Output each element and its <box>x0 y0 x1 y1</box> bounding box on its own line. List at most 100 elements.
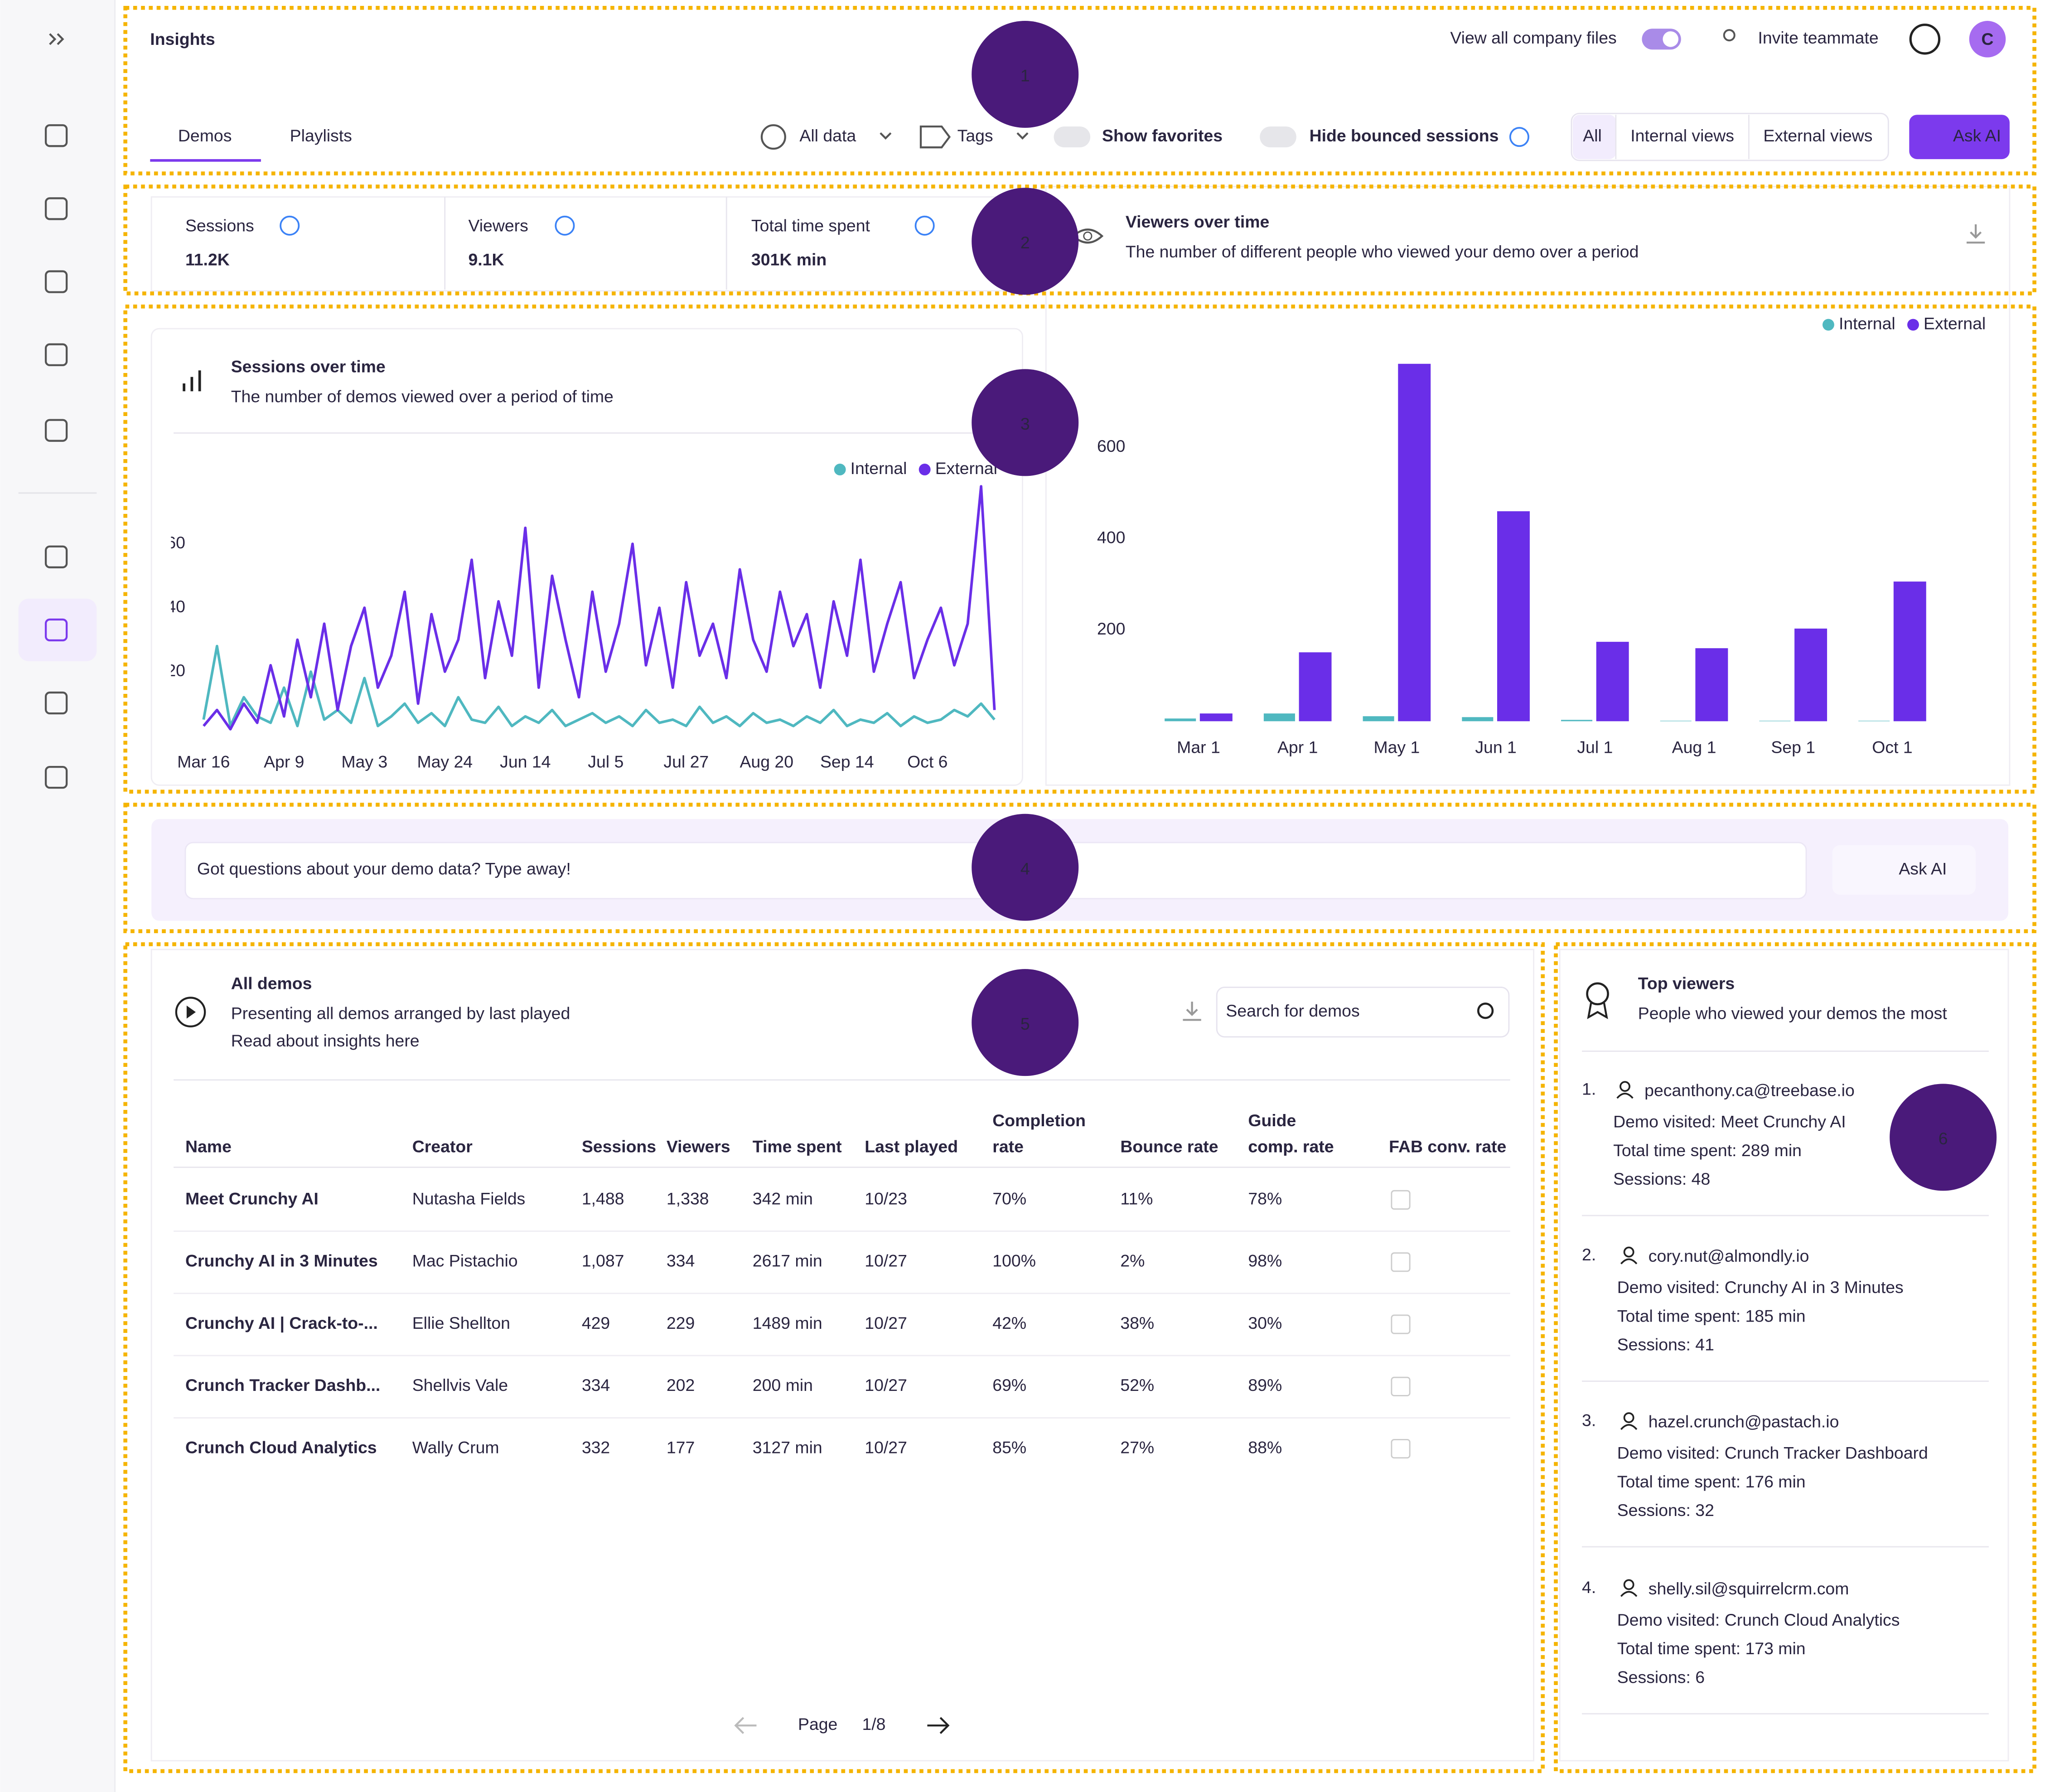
bounced-toggle[interactable]: Hide bounced sessions <box>1310 126 1499 145</box>
viewer-email[interactable]: cory.nut@almondly.io <box>1649 1246 1809 1265</box>
column-header: Bounce rate <box>1120 1137 1218 1156</box>
rank: 4. <box>1582 1578 1596 1597</box>
annotation-badge <box>972 21 1079 128</box>
legend-label: Internal <box>1839 314 1895 333</box>
annotation-box <box>123 942 1545 1773</box>
ask-ai-button <box>1909 115 2010 160</box>
viewer-email[interactable]: hazel.crunch@pastach.io <box>1649 1412 1839 1431</box>
user-body <box>1616 1093 1634 1099</box>
x-tick-label: Jul 27 <box>663 752 709 771</box>
viewer-demo: Demo visited: Crunchy AI in 3 Minutes <box>1617 1278 1904 1297</box>
stats-card <box>150 196 1023 292</box>
x-tick-label: Sep 1 <box>1771 738 1815 757</box>
tags-filter[interactable]: Tags <box>957 126 993 145</box>
x-tick-label: Sep 14 <box>820 752 874 771</box>
column-header: Completion rate <box>992 1111 1086 1156</box>
view-segment[interactable]: All <box>1583 126 1602 145</box>
cell: 200 min <box>753 1375 813 1395</box>
cell[interactable]: Wally Crum <box>412 1438 499 1457</box>
x-tick-label: May 1 <box>1373 738 1420 757</box>
x-tick-label: Apr 9 <box>264 752 304 771</box>
ask-ai-label[interactable]: Ask AI <box>1953 126 2001 145</box>
ask-placeholder[interactable]: Got questions about your demo data? Type… <box>197 859 571 878</box>
cell: 69% <box>992 1375 1026 1395</box>
tab-underline <box>150 159 261 162</box>
viewer-demo: Demo visited: Crunch Cloud Analytics <box>1617 1610 1900 1629</box>
chevron <box>880 132 892 140</box>
user-icon <box>1623 1246 1634 1258</box>
nav-icon <box>44 419 68 442</box>
cell[interactable]: Mac Pistachio <box>412 1251 518 1270</box>
tab[interactable]: Playlists <box>290 126 352 145</box>
nav-icon <box>44 765 68 789</box>
cell: 334 <box>667 1251 695 1270</box>
bar <box>1299 652 1332 722</box>
column-header: Creator <box>412 1137 473 1156</box>
x-tick-label: Oct 6 <box>907 752 948 771</box>
legend-label: External <box>935 459 997 478</box>
annotation-badge <box>1890 1084 1997 1191</box>
demo-link[interactable]: Meet Crunchy AI <box>185 1189 319 1208</box>
cell: 1,087 <box>582 1251 624 1270</box>
toggle-knob <box>1663 31 1678 47</box>
view-segment[interactable]: Internal views <box>1630 126 1734 145</box>
viewer-sessions: Sessions: 48 <box>1613 1169 1710 1188</box>
demo-link[interactable]: Crunchy AI | Crack-to-... <box>185 1313 378 1333</box>
section-subtitle: People who viewed your demos the most <box>1638 1004 1948 1023</box>
legend-dot <box>1907 319 1919 331</box>
legend-dot <box>834 464 846 475</box>
cell[interactable]: Shellvis Vale <box>412 1375 508 1395</box>
annotation-number: 3 <box>1020 414 1030 433</box>
nav-icon <box>44 618 68 642</box>
x-tick-label: Aug 20 <box>740 752 793 771</box>
viewer-email: shelly.sil@squirrelcrm.com <box>1649 1579 1849 1598</box>
nav-icon <box>44 197 68 220</box>
viewer-email[interactable]: pecanthony.ca@treebase.io <box>1644 1081 1855 1100</box>
eye-icon <box>1072 228 1104 244</box>
annotation-badge <box>972 369 1079 476</box>
ask-button-label[interactable]: Ask AI <box>1899 859 1947 878</box>
x-tick-label: Jul 5 <box>588 752 624 771</box>
viewer-sessions: Sessions: 32 <box>1617 1501 1714 1520</box>
demo-link[interactable]: Crunch Tracker Dashb... <box>185 1375 380 1395</box>
search-input[interactable]: Search for demos <box>1226 1001 1359 1020</box>
chart-subtitle: The number of demos viewed over a period… <box>231 387 614 406</box>
viewer-demo: Demo visited: Meet Crunchy AI <box>1613 1112 1846 1131</box>
favorites-toggle[interactable]: Show favorites <box>1102 126 1223 145</box>
bar <box>1596 642 1629 722</box>
cell: 52% <box>1120 1375 1154 1395</box>
date-filter[interactable]: All data <box>799 126 856 145</box>
avatar <box>1969 21 2006 58</box>
cell: 1,488 <box>582 1189 624 1208</box>
cell: 332 <box>582 1438 610 1457</box>
annotation-box <box>123 5 2036 176</box>
cell: 98% <box>1248 1251 1282 1270</box>
view-segment[interactable]: External views <box>1763 126 1872 145</box>
page-title: Insights <box>150 29 215 48</box>
tab[interactable]: Demos <box>178 126 232 145</box>
cell: 30% <box>1248 1313 1282 1332</box>
cell: 42% <box>992 1313 1026 1332</box>
demo-link[interactable]: Crunchy AI in 3 Minutes <box>185 1251 378 1270</box>
nav-icon <box>44 343 68 366</box>
eye-pupil <box>1083 231 1093 241</box>
info-icon <box>914 215 935 236</box>
chart-title: Sessions over time <box>231 357 386 376</box>
cell[interactable]: Nutasha Fields <box>412 1189 526 1208</box>
page-value: 1/8 <box>862 1715 885 1734</box>
cell: 78% <box>1248 1189 1282 1208</box>
demo-link[interactable]: Crunch Cloud Analytics <box>185 1438 377 1457</box>
next-arrow <box>927 1717 950 1734</box>
rank: 3. <box>1582 1411 1596 1430</box>
annotation-box <box>1554 942 2036 1773</box>
cell: 10/23 <box>865 1189 907 1208</box>
invite-button[interactable]: Invite teammate <box>1758 28 1879 47</box>
annotation-number: 2 <box>1020 233 1030 252</box>
label: View all company files <box>1450 28 1616 47</box>
stat-value: 9.1K <box>468 250 504 269</box>
help-link[interactable]: Read about insights here <box>231 1031 420 1050</box>
cell[interactable]: Ellie Shellton <box>412 1313 510 1332</box>
annotation-number: 6 <box>1939 1129 1948 1148</box>
annotation-box <box>123 304 2036 794</box>
viewer-sessions: Sessions: 41 <box>1617 1335 1714 1354</box>
